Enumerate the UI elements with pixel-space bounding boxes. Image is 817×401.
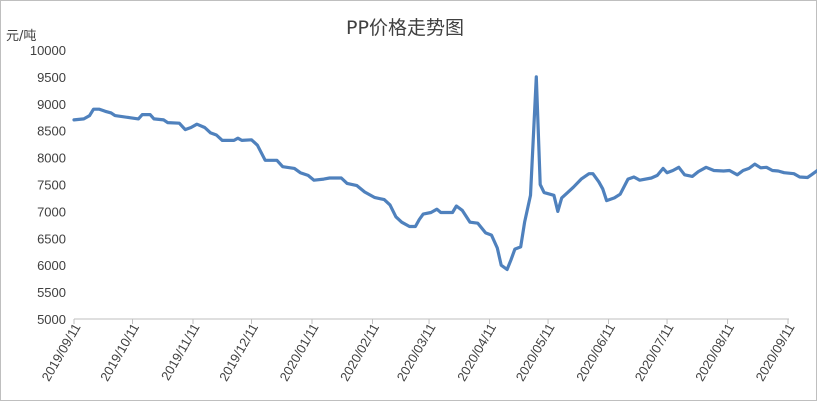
y-tick-label: 6500	[37, 231, 66, 246]
chart-title: PP价格走势图	[346, 17, 464, 39]
y-tick-label: 7000	[37, 204, 66, 219]
y-tick-label: 5500	[37, 285, 66, 300]
y-tick-label: 6000	[37, 258, 66, 273]
x-tick-label: 2020/07/11	[632, 321, 677, 384]
series-layer	[72, 75, 817, 272]
x-tick-label: 2020/03/11	[394, 321, 439, 384]
x-tick-label: 2020/02/11	[337, 321, 382, 384]
y-tick-label: 9000	[37, 97, 66, 112]
x-tick-label: 2019/09/11	[39, 321, 84, 384]
x-tick-label: 2020/04/11	[454, 321, 499, 384]
x-tick-label: 2020/01/11	[277, 321, 322, 384]
x-tick-label: 2020/09/11	[753, 321, 798, 384]
y-axis-unit-label: 元/吨	[6, 29, 36, 44]
x-axis: 2019/09/11 2019/10/11 2019/11/11 2019/12/11…	[39, 319, 798, 384]
y-tick-label: 8500	[37, 124, 66, 139]
x-tick-label: 2019/10/11	[97, 321, 142, 384]
x-tick-label: 2020/06/11	[573, 321, 618, 384]
y-tick-label: 5000	[37, 312, 66, 327]
x-tick-label: 2019/12/11	[216, 321, 261, 384]
y-tick-label: 10000	[30, 43, 66, 58]
price-series-line	[72, 75, 817, 272]
x-tick-label: 2019/11/11	[158, 321, 203, 383]
y-tick-label: 9500	[37, 70, 66, 85]
y-axis: 5000 5500 6000 6500 7000 7500 8000 8500 9000 9500…	[30, 43, 66, 327]
x-tick-label: 2020/05/11	[513, 321, 558, 384]
y-tick-label: 8000	[37, 151, 66, 166]
y-tick-label: 7500	[37, 178, 66, 193]
x-tick-label: 2020/08/11	[692, 321, 737, 384]
